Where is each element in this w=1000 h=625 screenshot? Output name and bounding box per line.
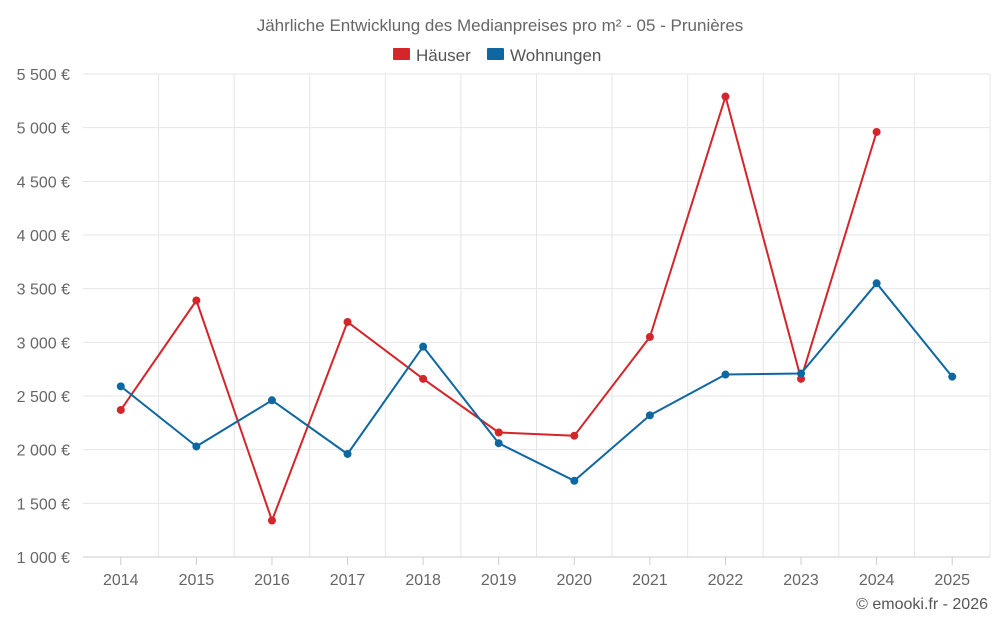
x-tick-label: 2023 (783, 572, 819, 589)
data-point-haeuser[interactable] (116, 405, 125, 414)
data-point-haeuser[interactable] (494, 428, 503, 437)
x-tick-label: 2016 (254, 572, 290, 589)
y-tick-label: 1 500 € (17, 496, 70, 513)
data-point-haeuser[interactable] (192, 296, 201, 305)
x-tick-label: 2022 (708, 572, 744, 589)
x-tick-label: 2015 (179, 572, 215, 589)
x-tick-label: 2024 (859, 572, 895, 589)
y-tick-label: 3 500 € (17, 282, 70, 299)
data-point-haeuser[interactable] (343, 317, 352, 326)
data-point-wohnungen[interactable] (570, 476, 579, 485)
series-markers (116, 92, 957, 525)
axes: 1 000 € 1 500 € 2 000 € 2 500 € 3 000 € 3 500… (17, 67, 990, 589)
data-point-haeuser[interactable] (570, 431, 579, 440)
y-tick-label: 1 000 € (17, 550, 70, 567)
legend-swatch-wohnungen (487, 48, 504, 60)
data-point-wohnungen[interactable] (645, 411, 654, 420)
data-point-wohnungen[interactable] (267, 396, 276, 405)
chart-title: Jährliche Entwicklung des Medianpreises … (257, 16, 744, 35)
data-point-wohnungen[interactable] (116, 382, 125, 391)
legend-swatch-haeuser (393, 48, 410, 60)
data-point-haeuser[interactable] (721, 92, 730, 101)
legend: Häuser Wohnungen (393, 46, 601, 65)
y-tick-label: 4 500 € (17, 174, 70, 191)
data-point-wohnungen[interactable] (494, 439, 503, 448)
y-tick-label: 3 000 € (17, 335, 70, 352)
legend-label-wohnungen: Wohnungen (510, 46, 601, 65)
y-tick-label: 5 500 € (17, 67, 70, 84)
legend-label-haeuser: Häuser (416, 46, 471, 65)
data-point-wohnungen[interactable] (192, 442, 201, 451)
data-point-wohnungen[interactable] (948, 372, 957, 381)
series-line-wohnungen (119, 282, 954, 482)
y-tick-label: 5 000 € (17, 121, 70, 138)
data-point-wohnungen[interactable] (797, 369, 806, 378)
data-point-haeuser[interactable] (872, 127, 881, 136)
x-tick-label: 2017 (330, 572, 366, 589)
credit-text[interactable]: © emooki.fr - 2026 (856, 596, 988, 613)
y-tick-label: 2 500 € (17, 389, 70, 406)
x-tick-label: 2018 (405, 572, 441, 589)
data-point-haeuser[interactable] (419, 374, 428, 383)
grid (83, 73, 991, 557)
x-tick-label: 2020 (556, 572, 592, 589)
data-point-haeuser[interactable] (267, 516, 276, 525)
x-tick-label: 2014 (103, 572, 139, 589)
x-tick-label: 2021 (632, 572, 668, 589)
data-point-haeuser[interactable] (645, 332, 654, 341)
data-point-wohnungen[interactable] (419, 342, 428, 351)
y-tick-label: 2 000 € (17, 443, 70, 460)
data-point-wohnungen[interactable] (721, 370, 730, 379)
x-tick-label: 2025 (934, 572, 970, 589)
data-point-wohnungen[interactable] (872, 279, 881, 288)
legend-item-wohnungen[interactable]: Wohnungen (487, 46, 601, 65)
y-tick-label: 4 000 € (17, 228, 70, 245)
data-point-wohnungen[interactable] (343, 449, 352, 458)
legend-item-haeuser[interactable]: Häuser (393, 46, 471, 65)
x-tick-label: 2019 (481, 572, 517, 589)
